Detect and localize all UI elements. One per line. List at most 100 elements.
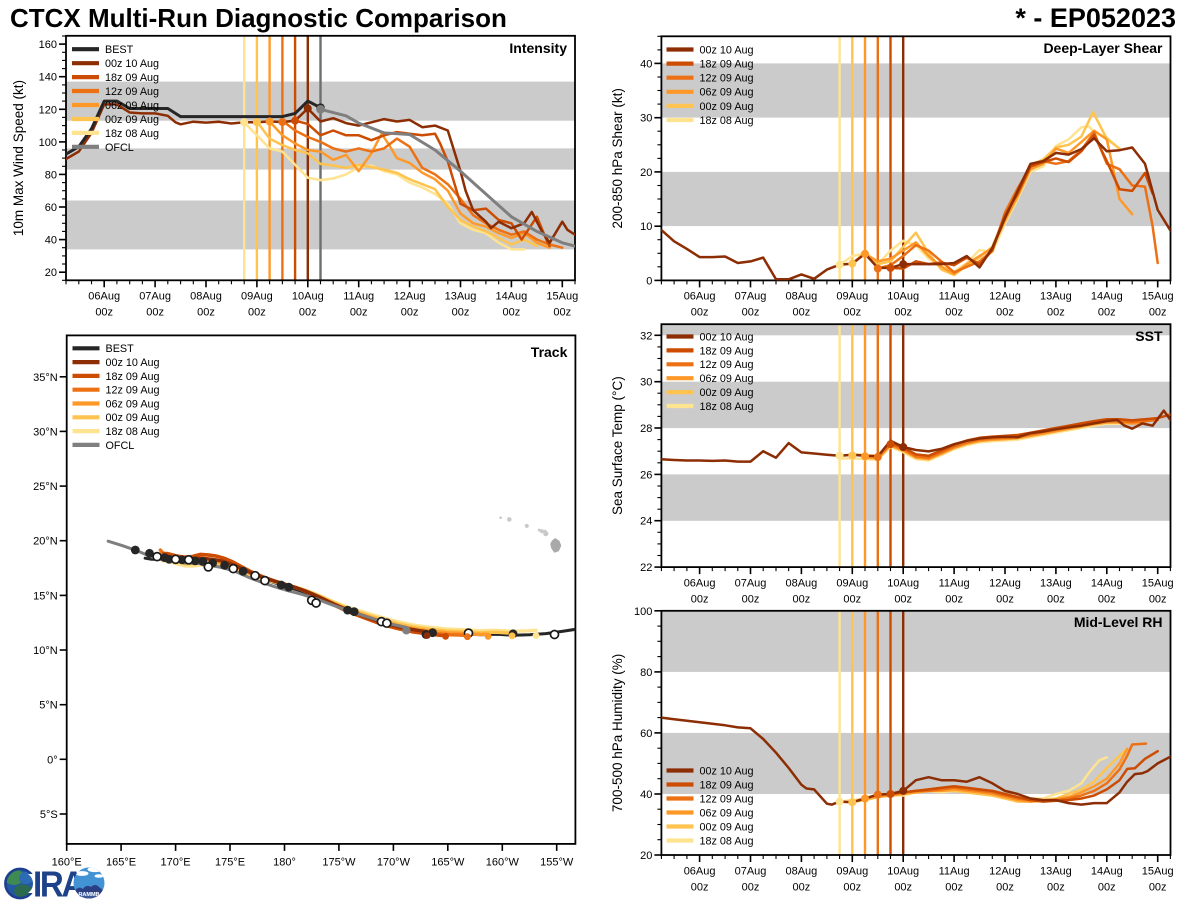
svg-text:0: 0 [646,275,652,287]
svg-text:30°N: 30°N [33,426,58,438]
svg-text:13Aug: 13Aug [1040,865,1072,877]
svg-text:20: 20 [640,850,652,862]
svg-text:00z: 00z [996,593,1014,605]
svg-text:00z 09 Aug: 00z 09 Aug [700,821,754,833]
svg-text:15Aug: 15Aug [1142,291,1174,303]
svg-text:06Aug: 06Aug [684,577,716,589]
svg-text:00z: 00z [793,881,811,893]
svg-text:80: 80 [640,667,652,679]
svg-text:06z 09 Aug: 06z 09 Aug [106,398,160,410]
svg-text:22: 22 [640,562,652,574]
svg-text:18z 08 Aug: 18z 08 Aug [700,835,754,847]
svg-text:40: 40 [640,789,652,801]
svg-text:20°N: 20°N [33,536,58,548]
svg-text:07Aug: 07Aug [735,577,767,589]
svg-text:140: 140 [39,72,57,84]
svg-text:5°S: 5°S [40,809,58,821]
svg-text:00z: 00z [843,593,861,605]
svg-text:18z 08 Aug: 18z 08 Aug [106,426,160,438]
svg-text:00z: 00z [945,881,963,893]
svg-text:09Aug: 09Aug [241,291,273,303]
svg-text:BEST: BEST [106,343,135,355]
svg-text:OFCL: OFCL [106,440,135,452]
svg-text:00z: 00z [1149,307,1167,319]
svg-text:00z: 00z [1149,881,1167,893]
svg-text:18z 09 Aug: 18z 09 Aug [105,72,159,84]
svg-text:00z: 00z [401,307,419,319]
svg-text:00z 10 Aug: 00z 10 Aug [105,58,159,70]
svg-text:12z 09 Aug: 12z 09 Aug [700,793,754,805]
svg-text:00z: 00z [452,307,470,319]
svg-text:13Aug: 13Aug [1040,577,1072,589]
svg-text:100: 100 [634,606,652,618]
svg-text:180°: 180° [273,857,296,869]
svg-text:00z 10 Aug: 00z 10 Aug [700,44,754,56]
svg-text:06Aug: 06Aug [684,865,716,877]
svg-text:15Aug: 15Aug [546,291,578,303]
svg-text:06z 09 Aug: 06z 09 Aug [700,373,754,385]
svg-text:32: 32 [640,330,652,342]
svg-text:Deep-Layer Shear: Deep-Layer Shear [1043,40,1163,56]
svg-text:18z 09 Aug: 18z 09 Aug [700,59,754,71]
svg-text:18z 08 Aug: 18z 08 Aug [700,401,754,413]
svg-text:14Aug: 14Aug [1091,291,1123,303]
svg-text:175°W: 175°W [322,857,356,869]
svg-text:18z 09 Aug: 18z 09 Aug [106,371,160,383]
svg-text:12z 09 Aug: 12z 09 Aug [700,359,754,371]
svg-text:00z: 00z [793,307,811,319]
svg-text:08Aug: 08Aug [785,865,817,877]
svg-text:SST: SST [1135,328,1163,344]
svg-text:00z: 00z [1047,593,1065,605]
svg-text:160°W: 160°W [486,857,520,869]
svg-text:00z: 00z [894,307,912,319]
svg-text:06Aug: 06Aug [88,291,120,303]
svg-text:11Aug: 11Aug [939,291,970,303]
svg-text:00z: 00z [843,881,861,893]
svg-text:14Aug: 14Aug [1091,577,1123,589]
svg-text:09Aug: 09Aug [836,577,868,589]
svg-text:40: 40 [640,58,652,70]
svg-text:07Aug: 07Aug [139,291,171,303]
svg-text:100: 100 [39,137,57,149]
svg-text:00z: 00z [742,881,760,893]
svg-text:00z 09 Aug: 00z 09 Aug [105,114,159,126]
svg-text:10°N: 10°N [33,645,58,657]
svg-text:00z: 00z [996,307,1014,319]
svg-text:12Aug: 12Aug [989,865,1021,877]
svg-text:10Aug: 10Aug [887,291,919,303]
svg-text:20: 20 [640,167,652,179]
svg-text:120: 120 [39,104,57,116]
svg-text:12z 09 Aug: 12z 09 Aug [700,73,754,85]
svg-text:12z 09 Aug: 12z 09 Aug [106,385,160,397]
svg-text:11Aug: 11Aug [939,865,970,877]
svg-text:Sea Surface Temp (°C): Sea Surface Temp (°C) [610,376,625,515]
svg-text:700-500 hPa Humidity (%): 700-500 hPa Humidity (%) [610,654,625,812]
svg-text:00z 10 Aug: 00z 10 Aug [700,765,754,777]
svg-text:24: 24 [640,516,652,528]
svg-text:15°N: 15°N [33,590,58,602]
svg-text:18z 09 Aug: 18z 09 Aug [700,345,754,357]
svg-text:14Aug: 14Aug [1091,865,1123,877]
svg-text:Track: Track [531,344,568,360]
svg-text:00z: 00z [996,881,1014,893]
svg-text:CTCX Multi-Run Diagnostic Comp: CTCX Multi-Run Diagnostic Comparison [10,3,507,33]
svg-text:175°E: 175°E [215,857,245,869]
svg-text:00z: 00z [742,593,760,605]
svg-text:00z: 00z [1047,881,1065,893]
svg-text:10Aug: 10Aug [292,291,324,303]
svg-text:35°N: 35°N [33,372,58,384]
svg-text:80: 80 [45,169,57,181]
svg-text:10Aug: 10Aug [887,865,919,877]
svg-text:07Aug: 07Aug [735,865,767,877]
svg-text:28: 28 [640,423,652,435]
svg-text:Intensity: Intensity [509,40,567,56]
svg-text:00z: 00z [299,307,317,319]
svg-text:12Aug: 12Aug [394,291,426,303]
svg-text:165°E: 165°E [106,857,136,869]
svg-text:OFCL: OFCL [105,142,134,154]
svg-text:26: 26 [640,469,652,481]
svg-text:170°E: 170°E [161,857,191,869]
svg-text:165°W: 165°W [431,857,465,869]
svg-text:30: 30 [640,113,652,125]
svg-text:170°W: 170°W [377,857,411,869]
